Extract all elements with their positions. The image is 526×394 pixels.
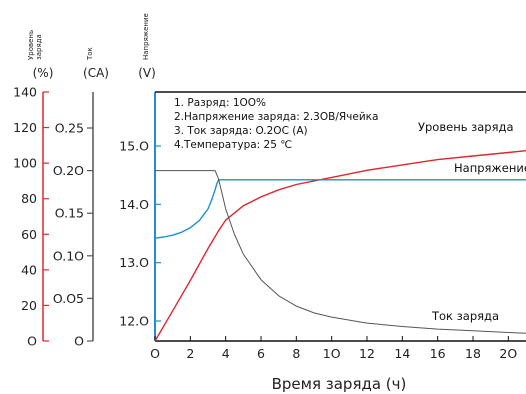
axes-layer: O 20 40 60 80 100 120 140 O O.O5 O.1O O.15 O.2O O.25 1… — [13, 85, 526, 361]
current-tick-label: O.O5 — [53, 291, 84, 306]
voltage-axis-title: Напряжение — [142, 13, 150, 60]
x-tick-label: 8 — [292, 346, 300, 361]
current-tick-label: O.1O — [53, 248, 84, 263]
x-axis-title: Время заряда (ч) — [272, 375, 407, 393]
level-tick-label: 40 — [21, 262, 37, 277]
text-layer: Время заряда (ч) 1. Разряд: 1OO% 2.Напря… — [27, 13, 526, 393]
level-tick-label: 60 — [21, 227, 37, 242]
x-tick-label: 6 — [257, 346, 265, 361]
voltage-tick-label: 13.O — [119, 255, 149, 270]
level-tick-label: 20 — [21, 298, 37, 313]
series-line-level — [154, 150, 526, 342]
level-axis-title: Уровеньзаряда — [27, 30, 43, 60]
note-1: 1. Разряд: 1OO% — [174, 97, 266, 109]
x-tick-label: 14 — [394, 346, 410, 361]
voltage-tick-label: 14.O — [119, 197, 149, 212]
x-tick-label: 2 — [186, 346, 194, 361]
note-2: 2.Напряжение заряда: 2.3OВ/Ячейка — [174, 111, 378, 123]
current-tick-label: O.25 — [55, 121, 84, 136]
voltage-tick-label: 15.O — [119, 139, 149, 154]
level-tick-label: O — [27, 334, 37, 349]
series-layer — [154, 150, 526, 342]
current-tick-label: O — [74, 334, 84, 349]
series-label-voltage: Напряжение — [454, 161, 526, 175]
series-label-current: Ток заряда — [431, 309, 499, 323]
level-tick-label: 140 — [13, 85, 37, 100]
series-line-current — [155, 170, 526, 334]
x-tick-label: 16 — [430, 346, 446, 361]
x-tick-label: 2O — [499, 346, 517, 361]
level-axis-unit: (%) — [33, 66, 54, 80]
series-label-level: Уровень заряда — [418, 120, 514, 134]
x-tick-label: 12 — [359, 346, 375, 361]
level-tick-label: 120 — [13, 120, 37, 135]
voltage-tick-label: 12.O — [119, 314, 149, 329]
current-axis-title: Ток — [86, 47, 94, 61]
voltage-axis-unit: (V) — [138, 66, 156, 80]
level-tick-label: 80 — [21, 191, 37, 206]
current-axis-unit: (CA) — [83, 66, 109, 80]
note-3: 3. Ток заряда: O.2OC (A) — [174, 125, 308, 137]
x-tick-label: 1O — [323, 346, 341, 361]
x-tick-label: 18 — [465, 346, 481, 361]
level-axis-title-line-2: заряда — [35, 34, 43, 60]
current-tick-label: O.2O — [53, 163, 84, 178]
x-tick-label: 4 — [222, 346, 230, 361]
chart-notes: 1. Разряд: 1OO% 2.Напряжение заряда: 2.3… — [174, 97, 378, 151]
level-axis-title-line-1: Уровень — [27, 30, 35, 60]
x-tick-label: O — [150, 346, 160, 361]
current-tick-label: O.15 — [55, 206, 84, 221]
level-tick-label: 100 — [13, 156, 37, 171]
note-4: 4.Температура: 25 ℃ — [174, 139, 292, 151]
series-line-voltage — [154, 179, 526, 239]
